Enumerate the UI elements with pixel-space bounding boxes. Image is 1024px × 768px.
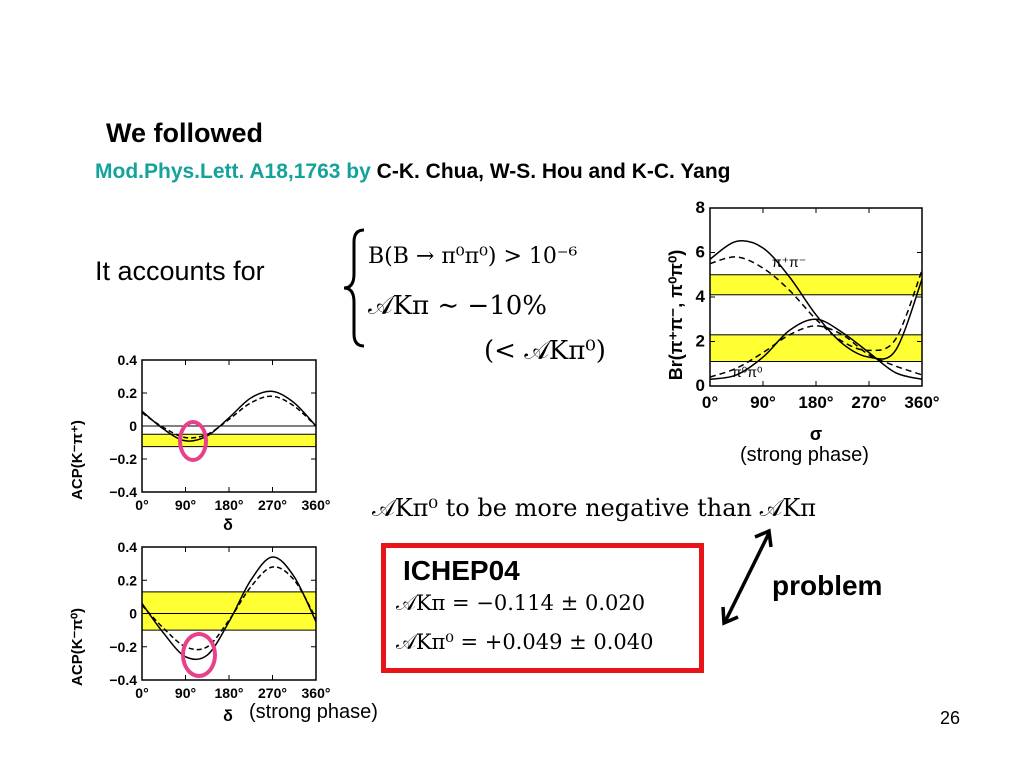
x-tick-label: 90°	[750, 393, 776, 412]
y-tick-label: 0.4	[118, 352, 138, 368]
chart-acp-kpi0: ACP(K⁻π⁰) δ 0° 90° 180° 270° 360° 0.4 0.2 0 −0.2…	[69, 539, 331, 725]
y-tick-label: 0	[696, 376, 705, 395]
y-tick-label: −0.4	[109, 484, 137, 500]
strong-phase-label-left: (strong phase)	[249, 701, 378, 723]
br-xlabel: σ	[810, 424, 822, 444]
x-tick-label: 270°	[851, 393, 886, 412]
band-1	[709, 334, 923, 363]
ichep-title: ICHEP04	[403, 555, 520, 586]
series-line-0	[141, 556, 317, 661]
y-tick-label: 8	[696, 198, 705, 217]
acp2-ylabel: ACP(K⁻π⁰)	[69, 608, 86, 686]
br-annotation-pi0pi0: π⁰π⁰	[732, 364, 763, 380]
series-line-0	[141, 390, 317, 442]
x-tick-label: 90°	[175, 497, 196, 513]
x-tick-label: 360°	[302, 497, 331, 513]
x-tick-label: 270°	[258, 497, 287, 513]
reference-journal: Mod.Phys.Lett. A18,1763 by	[95, 160, 371, 183]
y-tick-label: 0.2	[118, 385, 138, 401]
y-tick-label: −0.2	[109, 639, 137, 655]
problem-label: problem	[772, 570, 883, 601]
x-tick-label: 0°	[702, 393, 718, 412]
ichep-box	[381, 543, 704, 673]
acp2-xlabel: δ	[223, 708, 233, 725]
equation-branching: B(B → π⁰π⁰) > 10⁻⁶	[368, 244, 578, 269]
br-ylabel: Br(π⁺π⁻, π⁰π⁰)	[666, 250, 686, 381]
y-tick-label: 0.2	[118, 572, 138, 588]
ichep-line-kpi: 𝒜Kπ = −0.114 ± 0.020	[396, 591, 646, 615]
band-0	[709, 274, 923, 296]
band-0	[141, 591, 317, 631]
x-tick-label: 270°	[258, 685, 287, 701]
double-arrow-icon	[721, 528, 773, 626]
strong-phase-label-right: (strong phase)	[740, 444, 869, 466]
x-tick-label: 180°	[798, 393, 833, 412]
x-tick-label: 180°	[215, 685, 244, 701]
y-tick-label: −0.4	[109, 672, 137, 688]
ichep-line-kpi0: 𝒜Kπ⁰ = +0.049 ± 0.040	[396, 630, 654, 654]
y-tick-label: 2	[696, 332, 705, 351]
x-tick-label: 180°	[215, 497, 244, 513]
page-number: 26	[940, 708, 961, 728]
series-line-1	[141, 395, 317, 439]
x-tick-label: 90°	[175, 685, 196, 701]
acp1-ylabel: ACP(K⁻π⁺)	[69, 420, 86, 500]
series-line-1	[141, 566, 317, 651]
y-tick-label: 0	[129, 418, 137, 434]
x-tick-label: 0°	[135, 497, 148, 513]
band-0	[141, 433, 317, 448]
y-tick-label: 0	[129, 606, 137, 622]
curly-brace	[343, 228, 365, 348]
series-line-2	[709, 318, 923, 381]
highlight-circle-kpi	[178, 420, 208, 462]
y-tick-label: 4	[696, 287, 706, 306]
more-negative-statement: 𝒜Kπ⁰ to be more negative than 𝒜Kπ	[372, 494, 817, 522]
series-line-3	[709, 325, 923, 378]
chart-br: Br(π⁺π⁻, π⁰π⁰) σ π⁺π⁻ π⁰π⁰ 0° 90° 180° 270°…	[666, 198, 940, 444]
y-tick-label: 6	[696, 243, 705, 262]
acp1-xlabel: δ	[223, 517, 233, 534]
equation-asym-less: (< 𝒜Kπ⁰)	[484, 336, 606, 366]
reference-line: Mod.Phys.Lett. A18,1763 by C-K. Chua, W-…	[95, 160, 731, 184]
x-tick-label: 360°	[904, 393, 939, 412]
y-tick-label: −0.2	[109, 451, 137, 467]
accounts-text: It accounts for	[95, 256, 265, 286]
y-tick-label: 0.4	[118, 539, 138, 555]
reference-authors: C-K. Chua, W-S. Hou and K-C. Yang	[376, 160, 731, 183]
highlight-circle-kpi0	[181, 632, 217, 678]
series-line-0	[709, 240, 923, 360]
x-tick-label: 360°	[302, 685, 331, 701]
equation-asym-approx: 𝒜Kπ ∼ −10%	[368, 291, 547, 321]
slide-title: We followed	[106, 118, 264, 148]
x-tick-label: 0°	[135, 685, 148, 701]
